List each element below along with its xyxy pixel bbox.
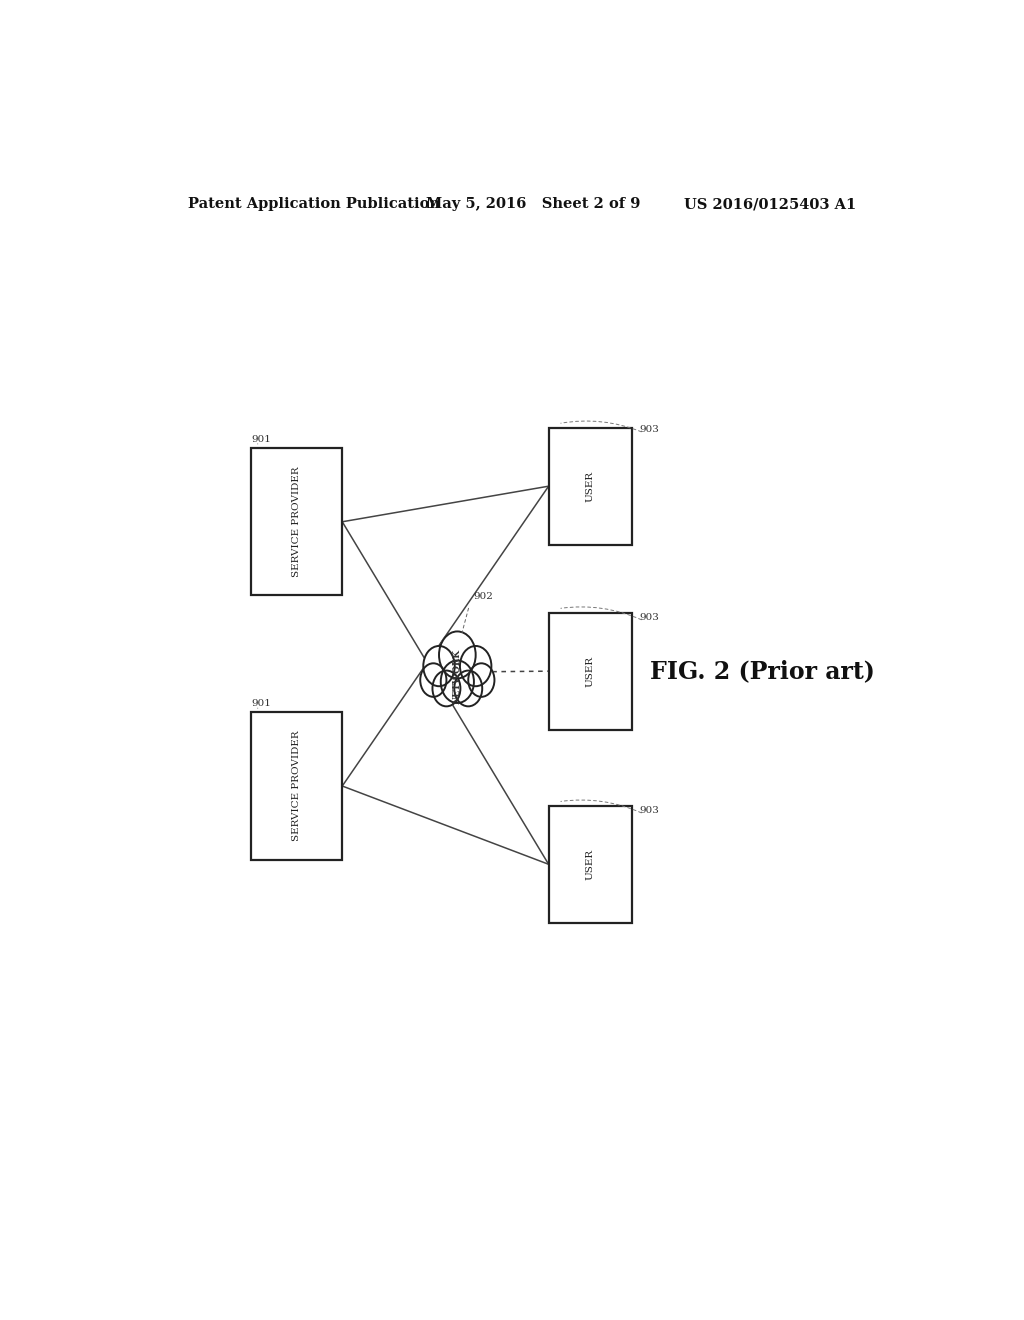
Circle shape	[423, 645, 455, 686]
Circle shape	[439, 631, 476, 678]
Bar	[251, 713, 342, 859]
Text: 903: 903	[640, 805, 659, 814]
Bar	[549, 428, 632, 545]
Text: Patent Application Publication: Patent Application Publication	[187, 197, 439, 211]
Text: NETWORK: NETWORK	[453, 649, 462, 705]
Circle shape	[432, 671, 461, 706]
Circle shape	[455, 671, 482, 706]
Circle shape	[468, 663, 495, 697]
Text: USER: USER	[586, 656, 595, 686]
Bar	[251, 447, 342, 595]
Circle shape	[420, 663, 446, 697]
Text: FIG. 2 (Prior art): FIG. 2 (Prior art)	[650, 660, 876, 684]
Text: 903: 903	[640, 612, 659, 622]
Circle shape	[440, 660, 474, 704]
Text: May 5, 2016   Sheet 2 of 9: May 5, 2016 Sheet 2 of 9	[426, 197, 640, 211]
Text: USER: USER	[586, 849, 595, 880]
Text: 901: 901	[251, 434, 271, 444]
Bar	[549, 612, 632, 730]
Text: 901: 901	[251, 700, 271, 708]
Text: US 2016/0125403 A1: US 2016/0125403 A1	[684, 197, 856, 211]
Text: SERVICE PROVIDER: SERVICE PROVIDER	[292, 466, 301, 577]
Bar	[549, 805, 632, 923]
Circle shape	[460, 645, 492, 686]
Text: 902: 902	[473, 591, 494, 601]
Text: USER: USER	[586, 471, 595, 502]
Text: SERVICE PROVIDER: SERVICE PROVIDER	[292, 731, 301, 841]
Text: 903: 903	[640, 425, 659, 434]
